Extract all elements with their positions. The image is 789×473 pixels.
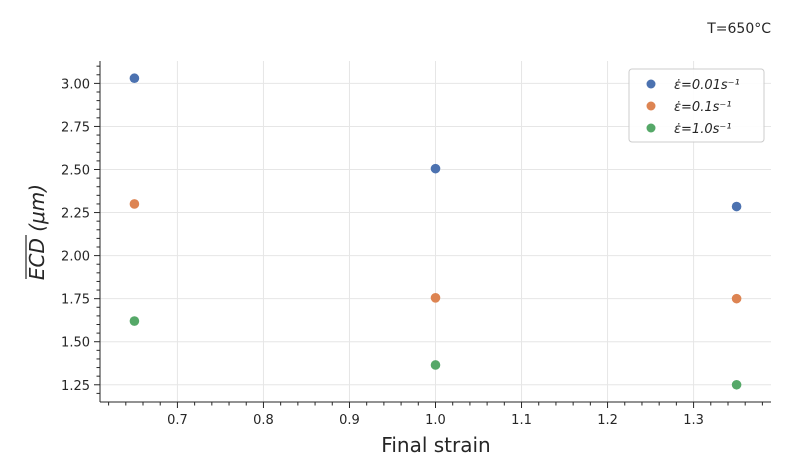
legend-marker (646, 79, 656, 89)
legend-label: ε̇=1.0s⁻¹ (674, 122, 731, 137)
axes: 0.7 0.8 0.9 1.0 1.1 1.2 1.3 1.25 1.50 1.75 2.00 2.2… (61, 61, 771, 428)
x-tick-label: 0.7 (167, 413, 188, 428)
data-point (129, 73, 140, 84)
y-axis-label-group: ECD (μm) (25, 184, 49, 280)
data-point (731, 201, 742, 212)
data-point (731, 379, 742, 390)
x-tick-label: 0.8 (253, 413, 274, 428)
x-tick-label: 0.9 (339, 413, 360, 428)
y-tick-label: 3.00 (61, 77, 90, 92)
chart-annotation: T=650°C (706, 21, 771, 37)
y-tick-label: 1.25 (61, 379, 90, 394)
x-tick-label: 1.0 (425, 413, 446, 428)
legend-marker (646, 101, 656, 111)
legend-box (628, 68, 765, 143)
data-point (129, 316, 140, 326)
y-tick-label: 1.75 (61, 293, 90, 308)
data-point (129, 199, 140, 209)
data-point (731, 293, 742, 304)
x-tick-label: 1.1 (511, 413, 532, 428)
x-tick-label: 1.2 (597, 413, 618, 428)
data-points (129, 73, 742, 390)
y-axis-label: ECD (μm) (25, 184, 49, 280)
legend-label: ε̇=0.1s⁻¹ (674, 100, 731, 115)
legend-marker (646, 123, 656, 133)
y-tick-label: 2.50 (61, 164, 90, 179)
x-axis-label: Final strain (381, 433, 490, 457)
legend: ε̇=0.01s⁻¹ ε̇=0.1s⁻¹ ε̇=1.0s⁻¹ (628, 68, 765, 143)
y-tick-label: 2.25 (61, 207, 90, 222)
y-tick-label: 1.50 (61, 336, 90, 351)
x-tick-label: 1.3 (683, 413, 704, 428)
legend-label: ε̇=0.01s⁻¹ (674, 78, 740, 93)
data-point (430, 163, 441, 174)
data-point (430, 360, 441, 370)
data-point (430, 293, 441, 303)
y-tick-label: 2.75 (61, 120, 90, 135)
y-tick-label: 2.00 (61, 250, 90, 265)
